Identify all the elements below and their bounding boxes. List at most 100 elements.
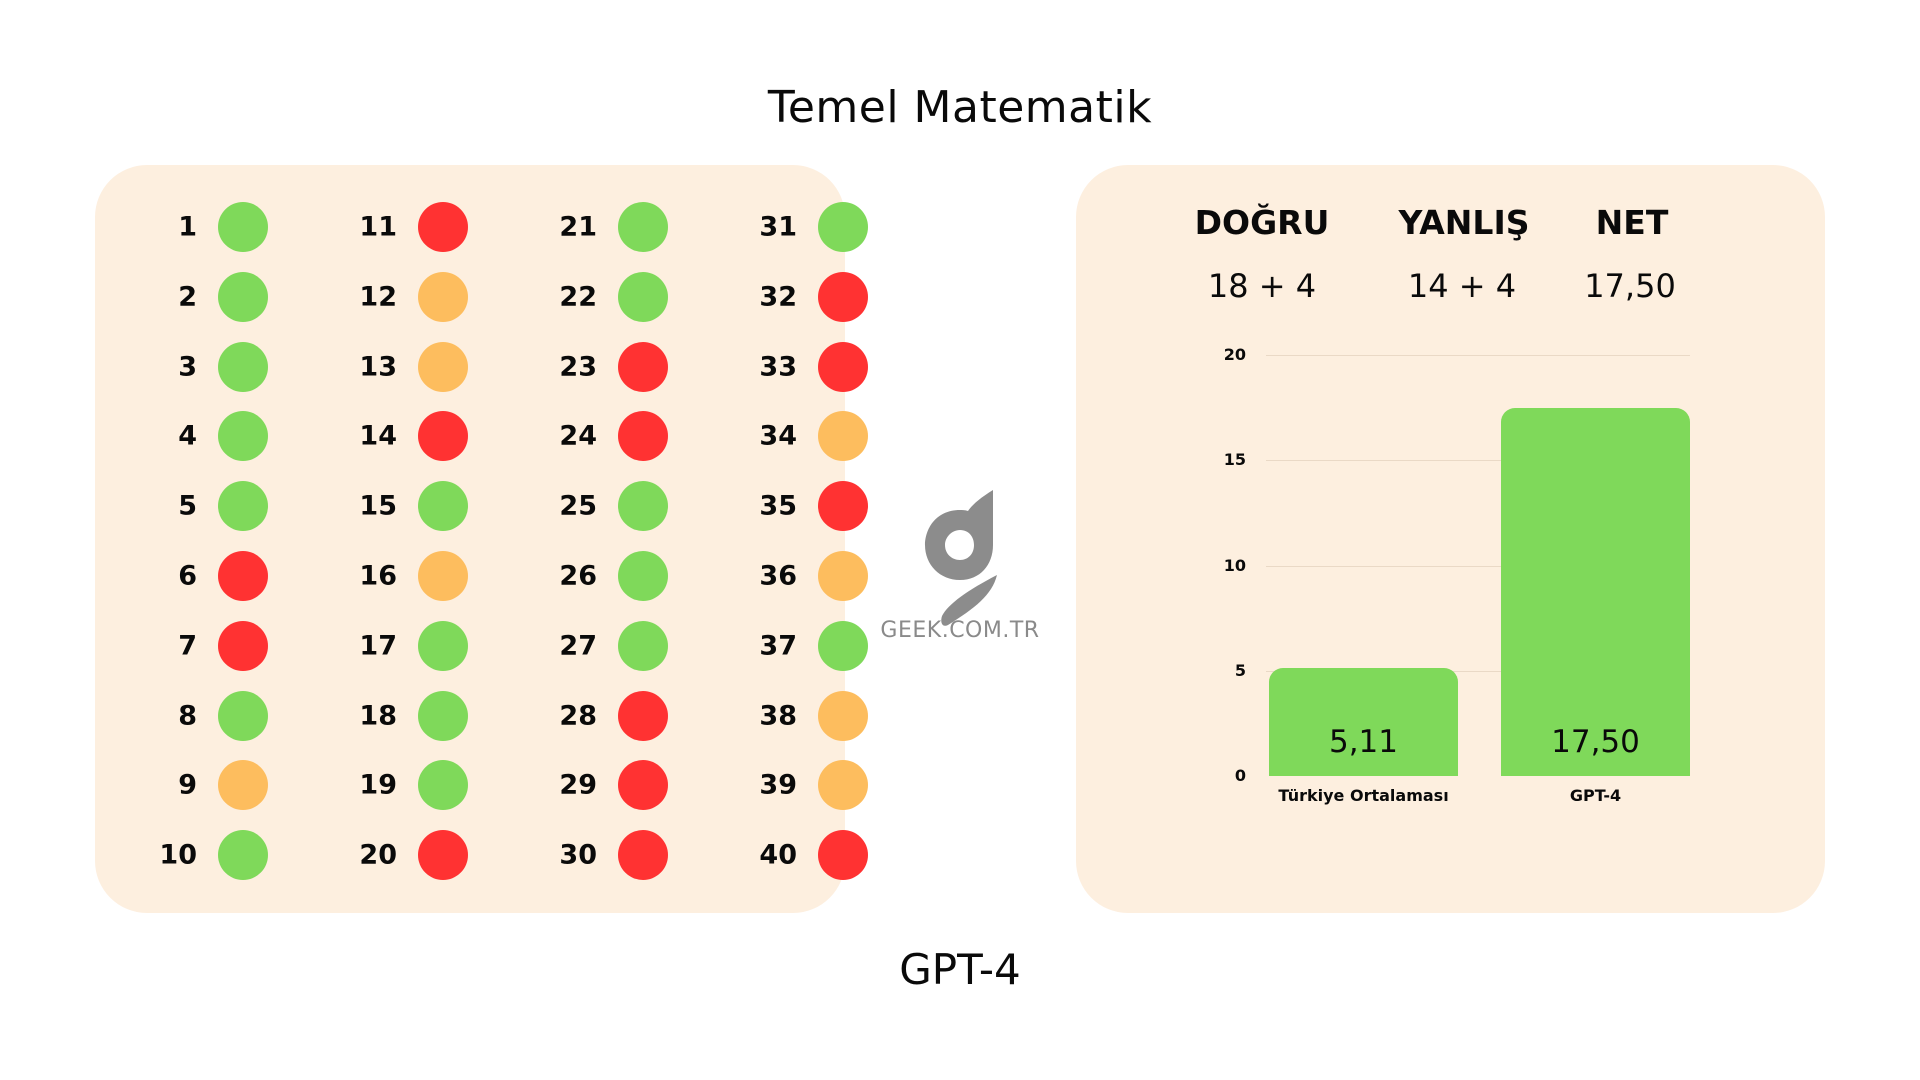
status-correct-icon [618,481,668,532]
status-wrong-icon [818,481,868,532]
question-number: 9 [178,769,197,801]
status-wrong-icon [418,202,468,252]
question-number: 5 [178,490,197,522]
status-correct-icon [218,411,268,462]
status-wrong-icon [618,411,668,462]
y-tick-label: 15 [1223,450,1246,470]
question-number: 16 [359,560,397,592]
question-item: 22 [495,271,695,322]
status-correct-icon [218,202,268,252]
question-item: 7 [95,620,295,671]
question-item: 39 [695,760,895,811]
question-item: 4 [95,411,295,462]
question-number: 15 [359,490,397,522]
question-item: 2 [95,271,295,322]
status-wrong-icon [818,830,868,881]
question-item: 30 [495,830,695,881]
results-panel: DOĞRU YANLIŞ NET 18 + 4 14 + 4 17,50 0 5 1… [1076,165,1825,913]
question-item: 3 [95,341,295,392]
question-item: 26 [495,551,695,601]
model-label: GPT-4 [899,945,1021,994]
y-tick-label: 0 [1234,766,1246,785]
question-item: 8 [95,690,295,741]
gridline [1266,670,1690,672]
net-label: NET [1595,203,1669,242]
question-item: 5 [95,481,295,532]
question-item: 19 [295,760,495,811]
question-number: 23 [559,351,597,383]
correct-label: DOĞRU [1194,203,1330,242]
question-item: 37 [695,620,895,671]
status-correct-icon [418,481,468,532]
status-correct-icon [618,551,668,601]
question-number: 28 [559,700,597,732]
question-item: 18 [295,690,495,741]
question-item: 28 [495,690,695,741]
question-number: 10 [159,839,197,871]
question-number: 1 [178,211,197,243]
status-wrong-icon [618,830,668,881]
question-number: 22 [559,281,597,313]
status-correct-icon [418,690,468,741]
bar: 17,50 [1501,407,1690,776]
net-value: 17,50 [1584,267,1676,305]
logo-text: GEEK.COM.TR [880,618,1040,643]
question-number: 17 [359,630,397,662]
question-item: 12 [295,271,495,322]
question-number: 31 [759,211,797,243]
question-item: 9 [95,760,295,811]
question-item: 1 [95,202,295,252]
question-number: 27 [559,630,597,662]
status-correct-icon [218,341,268,392]
question-item: 36 [695,551,895,601]
status-empty-icon [218,760,268,811]
status-wrong-icon [818,271,868,322]
question-number: 20 [359,839,397,871]
question-item: 34 [695,411,895,462]
question-number: 34 [759,420,797,452]
question-item: 27 [495,620,695,671]
bar: 5,11 [1269,668,1458,776]
category-label: GPT-4 [1569,786,1622,805]
question-item: 31 [695,202,895,252]
question-item: 33 [695,341,895,392]
page-title: Temel Matematik [767,82,1153,133]
question-item: 21 [495,202,695,252]
gridline [1266,355,1690,356]
question-number: 8 [178,700,197,732]
status-empty-icon [418,271,468,322]
status-empty-icon [418,551,468,601]
question-number: 21 [559,211,597,243]
y-tick-label: 20 [1223,345,1246,364]
question-number: 3 [178,351,197,383]
question-number: 12 [359,281,397,313]
question-item: 14 [295,411,495,462]
question-number: 38 [759,700,797,732]
question-number: 35 [759,490,797,522]
question-number: 6 [178,560,197,592]
question-item: 11 [295,202,495,252]
question-number: 37 [759,630,797,662]
question-item: 40 [695,830,895,881]
wrong-value: 14 + 4 [1407,267,1517,305]
status-correct-icon [418,620,468,671]
status-correct-icon [218,690,268,741]
question-number: 24 [559,420,597,452]
question-number: 18 [359,700,397,732]
question-item: 24 [495,411,695,462]
y-tick-label: 5 [1234,660,1246,680]
status-empty-icon [818,551,868,601]
question-item: 15 [295,481,495,532]
status-wrong-icon [618,760,668,811]
question-item: 25 [495,481,695,532]
status-correct-icon [618,271,668,322]
question-number: 40 [759,839,797,871]
status-empty-icon [818,690,868,741]
status-empty-icon [818,760,868,811]
status-wrong-icon [618,341,668,392]
question-number: 33 [759,351,797,383]
question-number: 19 [359,769,397,801]
status-correct-icon [218,830,268,881]
question-number: 39 [759,769,797,801]
status-correct-icon [618,202,668,252]
